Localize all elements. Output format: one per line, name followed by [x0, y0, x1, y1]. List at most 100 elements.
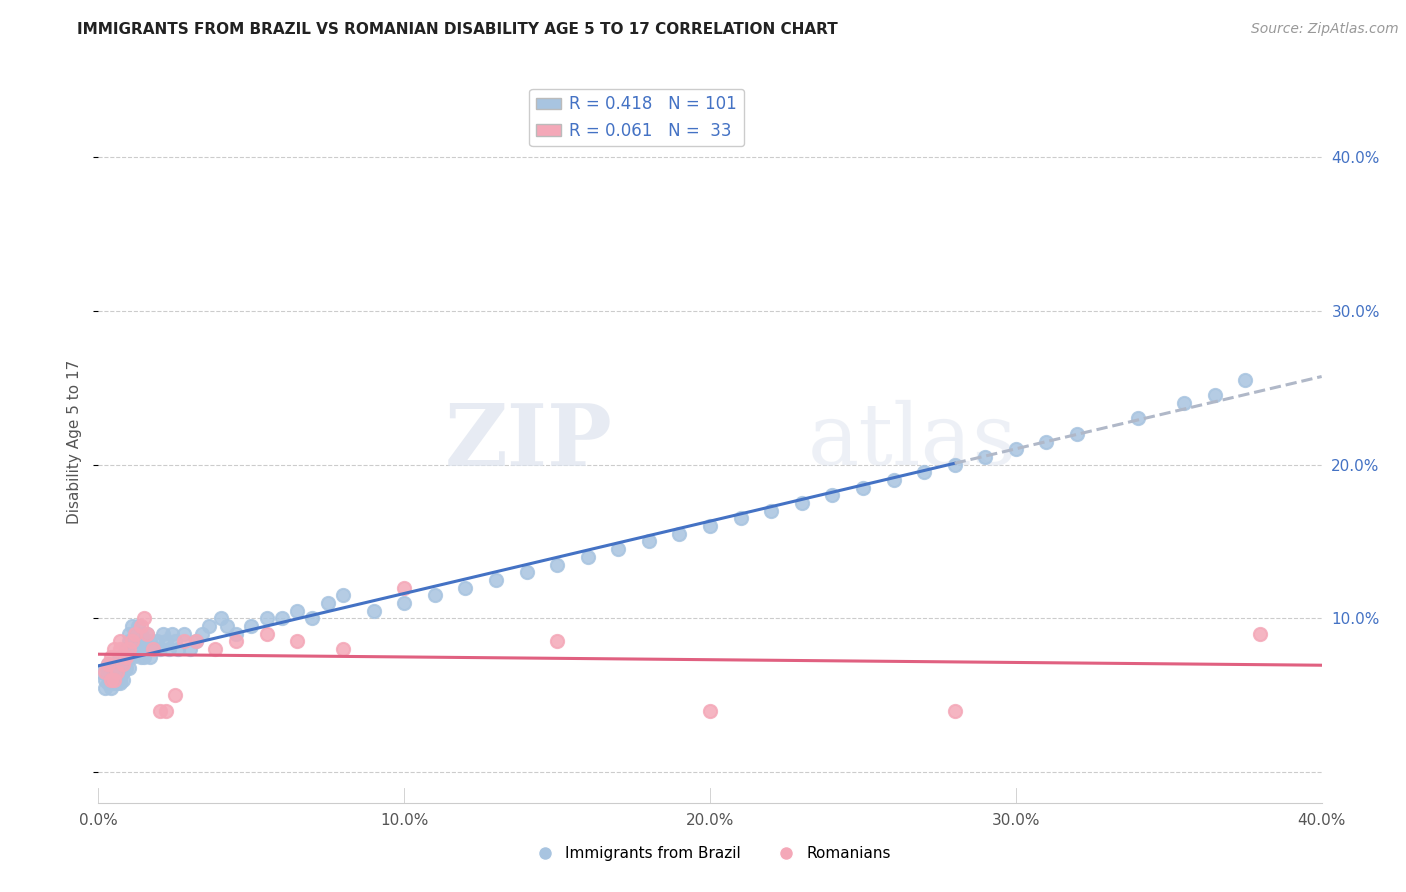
Point	[301, 611, 323, 625]
Point	[852, 481, 875, 495]
Point	[136, 626, 159, 640]
Point	[1249, 626, 1271, 640]
Point	[115, 660, 138, 674]
Point	[118, 660, 141, 674]
Text: ZIP: ZIP	[444, 400, 612, 483]
Point	[100, 660, 122, 674]
Point	[111, 660, 134, 674]
Point	[1066, 426, 1088, 441]
Point	[108, 657, 131, 672]
Point	[118, 642, 141, 657]
Point	[121, 619, 143, 633]
Point	[173, 634, 195, 648]
Text: atlas: atlas	[808, 400, 1017, 483]
Point	[163, 634, 186, 648]
Point	[139, 634, 162, 648]
Point	[97, 676, 120, 690]
Point	[332, 642, 354, 657]
Point	[173, 626, 195, 640]
Point	[97, 665, 120, 680]
Point	[215, 619, 238, 633]
Point	[129, 626, 152, 640]
Point	[209, 611, 232, 625]
Point	[197, 619, 219, 633]
Point	[118, 634, 141, 648]
Legend: Immigrants from Brazil, Romanians: Immigrants from Brazil, Romanians	[523, 840, 897, 867]
Point	[256, 626, 278, 640]
Point	[730, 511, 752, 525]
Point	[134, 634, 156, 648]
Point	[124, 634, 146, 648]
Point	[256, 611, 278, 625]
Point	[160, 626, 183, 640]
Point	[103, 642, 125, 657]
Point	[118, 649, 141, 664]
Point	[546, 634, 568, 648]
Point	[105, 665, 128, 680]
Point	[136, 626, 159, 640]
Point	[163, 688, 186, 702]
Point	[759, 504, 782, 518]
Point	[699, 704, 721, 718]
Point	[1128, 411, 1150, 425]
Point	[111, 654, 134, 668]
Point	[134, 611, 156, 625]
Point	[145, 634, 167, 648]
Point	[100, 681, 122, 695]
Point	[186, 634, 208, 648]
Point	[454, 581, 477, 595]
Point	[108, 673, 131, 687]
Point	[97, 657, 120, 672]
Point	[363, 604, 385, 618]
Point	[127, 619, 149, 633]
Point	[100, 649, 122, 664]
Point	[285, 634, 308, 648]
Point	[607, 542, 630, 557]
Point	[93, 673, 115, 687]
Point	[270, 611, 292, 625]
Point	[103, 665, 125, 680]
Point	[157, 642, 180, 657]
Point	[142, 642, 165, 657]
Point	[1004, 442, 1026, 457]
Point	[111, 673, 134, 687]
Point	[167, 642, 190, 657]
Point	[285, 604, 308, 618]
Point	[974, 450, 997, 464]
Point	[485, 573, 508, 587]
Point	[115, 649, 138, 664]
Point	[108, 665, 131, 680]
Point	[186, 634, 208, 648]
Point	[668, 526, 690, 541]
Point	[516, 565, 538, 579]
Point	[129, 649, 152, 664]
Point	[136, 642, 159, 657]
Point	[943, 704, 966, 718]
Point	[105, 676, 128, 690]
Point	[108, 676, 131, 690]
Point	[124, 626, 146, 640]
Point	[124, 642, 146, 657]
Point	[225, 634, 247, 648]
Point	[93, 665, 115, 680]
Point	[90, 665, 112, 680]
Point	[111, 657, 134, 672]
Point	[316, 596, 339, 610]
Point	[124, 626, 146, 640]
Point	[943, 458, 966, 472]
Point	[155, 704, 177, 718]
Point	[118, 626, 141, 640]
Point	[225, 626, 247, 640]
Point	[105, 673, 128, 687]
Point	[121, 634, 143, 648]
Point	[108, 649, 131, 664]
Point	[1204, 388, 1226, 402]
Point	[111, 665, 134, 680]
Point	[103, 673, 125, 687]
Point	[100, 673, 122, 687]
Point	[699, 519, 721, 533]
Point	[105, 665, 128, 680]
Point	[97, 657, 120, 672]
Point	[576, 549, 599, 564]
Point	[392, 596, 416, 610]
